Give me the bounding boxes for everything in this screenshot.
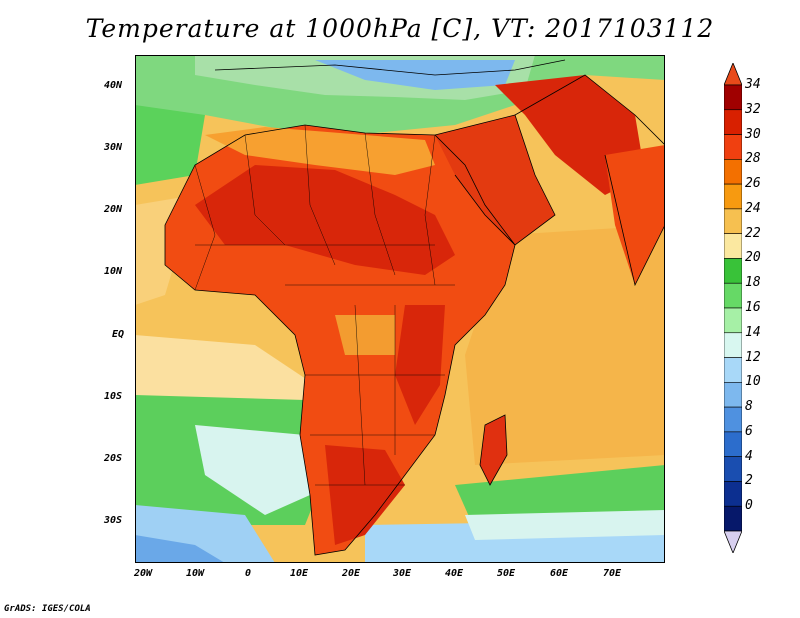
credit-text: GrADS: IGES/COLA xyxy=(4,604,91,614)
sahara-north-mild xyxy=(205,127,435,175)
madagascar xyxy=(480,415,507,485)
colorbar-over-arrow xyxy=(724,63,742,86)
lon-label-50e: 50E xyxy=(497,568,516,579)
lon-label-60e: 60E xyxy=(550,568,569,579)
lon-label-20e: 20E xyxy=(342,568,361,579)
africa-hot-core xyxy=(195,165,455,275)
lat-label-10n: 10N xyxy=(104,266,123,277)
colorbar-label: 18 xyxy=(745,275,761,291)
colorbar-segment xyxy=(724,431,742,457)
colorbar-under-arrow xyxy=(724,530,742,553)
colorbar-label: 10 xyxy=(745,374,761,390)
colorbar-segment xyxy=(724,481,742,507)
lat-label-20n: 20N xyxy=(104,204,123,215)
arabia-peninsula xyxy=(435,115,555,245)
lon-label-0: 0 xyxy=(245,568,252,579)
colorbar-segment xyxy=(724,456,742,482)
colorbar-label: 24 xyxy=(745,200,761,216)
north-atlantic-green xyxy=(135,105,205,185)
lat-label-30n: 30N xyxy=(104,142,123,153)
temperature-map xyxy=(135,55,665,563)
lon-label-20w: 20W xyxy=(134,568,153,579)
colorbar-label: 16 xyxy=(745,300,761,315)
colorbar-segment xyxy=(724,505,742,532)
lon-label-70e: 70E xyxy=(603,568,622,579)
southern-africa-hot xyxy=(325,445,405,545)
colorbar-segment xyxy=(724,183,742,210)
colorbar-segment xyxy=(724,134,742,160)
colorbar-label: 14 xyxy=(745,324,761,340)
colorbar-segment xyxy=(724,258,742,284)
lon-label-10w: 10W xyxy=(186,568,205,579)
colorbar-segment xyxy=(724,307,742,334)
lat-label-40n: 40N xyxy=(104,80,123,91)
lon-label-30e: 30E xyxy=(393,568,412,579)
southern-indian-pale xyxy=(465,510,665,540)
colorbar-segment xyxy=(724,357,742,383)
europe-blue-region xyxy=(315,60,515,90)
colorbar-label: 26 xyxy=(745,176,761,192)
lat-label-10s: 10S xyxy=(104,391,123,402)
colorbar-label: 28 xyxy=(745,151,761,167)
colorbar-segment xyxy=(724,84,742,111)
colorbar-label: 6 xyxy=(745,423,753,439)
colorbar-segment xyxy=(724,406,742,433)
map-frame xyxy=(135,55,665,563)
southwest-deep-blue xyxy=(135,535,225,563)
colorbar-label: 32 xyxy=(745,101,761,117)
colorbar-segment xyxy=(724,109,742,135)
colorbar-segment xyxy=(724,208,742,234)
map-title: Temperature at 1000hPa [C], VT: 20171031… xyxy=(85,14,715,43)
country-borders xyxy=(194,124,455,486)
indian-ocean-warm xyxy=(465,225,665,465)
colorbar-segment xyxy=(724,159,742,185)
congo-mild xyxy=(335,315,395,355)
colorbar-label: 0 xyxy=(745,498,753,514)
colorbar-label: 8 xyxy=(745,399,753,415)
colorbar xyxy=(724,63,742,553)
india-subcontinent xyxy=(605,145,665,285)
coastlines xyxy=(164,59,665,556)
lat-label-30s: 30S xyxy=(104,515,123,526)
colorbar-label: 30 xyxy=(745,126,761,142)
colorbar-label: 12 xyxy=(745,349,761,365)
colorbar-segment xyxy=(724,233,742,259)
south-atlantic-lightblue xyxy=(195,425,310,515)
colorbar-label: 4 xyxy=(745,448,753,464)
colorbar-segment xyxy=(724,382,742,408)
lat-label-eq: EQ xyxy=(112,329,125,340)
lat-label-20s: 20S xyxy=(104,453,123,464)
lon-label-40e: 40E xyxy=(445,568,464,579)
colorbar-label: 20 xyxy=(745,250,761,266)
colorbar-label: 22 xyxy=(745,225,761,241)
east-africa-hot xyxy=(395,305,445,425)
colorbar-segment xyxy=(724,332,742,358)
colorbar-segment xyxy=(724,282,742,309)
colorbar-label: 34 xyxy=(745,77,761,92)
colorbar-label: 2 xyxy=(745,473,753,489)
lon-label-10e: 10E xyxy=(290,568,309,579)
